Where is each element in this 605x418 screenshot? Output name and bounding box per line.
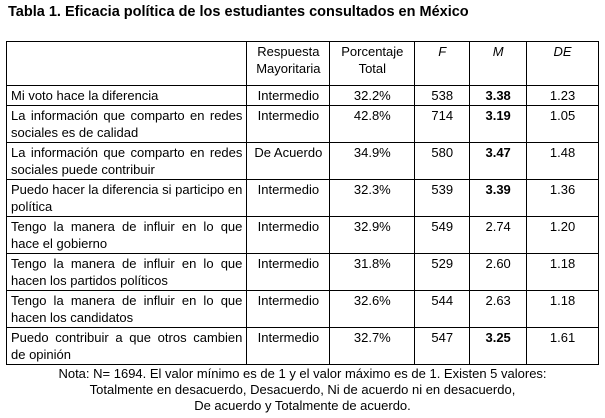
cell-de: 1.36 — [526, 179, 599, 217]
cell-item: La información que comparto en redes soc… — [5, 142, 248, 180]
table-row: La información que comparto en redes soc… — [5, 105, 599, 143]
cell-f: 544 — [414, 290, 471, 328]
cell-f: 549 — [414, 216, 471, 254]
cell-porcentaje: 32.6% — [329, 290, 416, 328]
cell-f: 580 — [414, 142, 471, 180]
cell-respuesta: Intermedio — [246, 85, 331, 106]
cell-de: 1.18 — [526, 290, 599, 328]
cell-porcentaje: 34.9% — [329, 142, 416, 180]
cell-porcentaje: 32.3% — [329, 179, 416, 217]
cell-m: 2.63 — [469, 290, 528, 328]
cell-item: Tengo la manera de influir en lo que hac… — [5, 290, 248, 328]
note-line: Totalmente en desacuerdo, Desacuerdo, Ni… — [89, 382, 516, 397]
header-row: Respuesta Mayoritaria Porcentaje Total F… — [5, 41, 599, 86]
table-row: Puedo contribuir a que otros cambien de … — [5, 327, 599, 365]
cell-respuesta: Intermedio — [246, 290, 331, 328]
header-respuesta: Respuesta Mayoritaria — [246, 41, 331, 86]
table-row: Tengo la manera de influir en lo que hac… — [5, 216, 599, 254]
header-de: DE — [526, 41, 599, 86]
cell-m: 2.60 — [469, 253, 528, 291]
cell-m: 3.39 — [469, 179, 528, 217]
cell-m: 3.19 — [469, 105, 528, 143]
header-porcentaje: Porcentaje Total — [329, 41, 416, 86]
table-row: Tengo la manera de influir en lo que hac… — [5, 290, 599, 328]
efficacy-table: Respuesta Mayoritaria Porcentaje Total F… — [5, 41, 599, 365]
cell-respuesta: Intermedio — [246, 216, 331, 254]
cell-porcentaje: 42.8% — [329, 105, 416, 143]
cell-f: 538 — [414, 85, 471, 106]
cell-porcentaje: 31.8% — [329, 253, 416, 291]
cell-item: La información que comparto en redes soc… — [5, 105, 248, 143]
table-row: Puedo hacer la diferencia si participo e… — [5, 179, 599, 217]
cell-respuesta: Intermedio — [246, 179, 331, 217]
cell-m: 3.47 — [469, 142, 528, 180]
cell-de: 1.48 — [526, 142, 599, 180]
note-line: De acuerdo y Totalmente de acuerdo. — [194, 398, 411, 413]
cell-item: Tengo la manera de influir en lo que hac… — [5, 216, 248, 254]
cell-respuesta: De Acuerdo — [246, 142, 331, 180]
header-item — [5, 41, 248, 86]
table-note: Nota: N= 1694. El valor mínimo es de 1 y… — [0, 366, 605, 414]
cell-de: 1.61 — [526, 327, 599, 365]
cell-item: Tengo la manera de influir en lo que hac… — [5, 253, 248, 291]
cell-de: 1.23 — [526, 85, 599, 106]
cell-m: 2.74 — [469, 216, 528, 254]
cell-respuesta: Intermedio — [246, 105, 331, 143]
table-row: Tengo la manera de influir en lo que hac… — [5, 253, 599, 291]
table-row: Mi voto hace la diferencia Intermedio 32.2… — [5, 85, 599, 106]
cell-f: 529 — [414, 253, 471, 291]
cell-de: 1.05 — [526, 105, 599, 143]
cell-respuesta: Intermedio — [246, 253, 331, 291]
note-line: Nota: N= 1694. El valor mínimo es de 1 y… — [58, 366, 547, 381]
cell-f: 547 — [414, 327, 471, 365]
header-f: F — [414, 41, 471, 86]
cell-de: 1.20 — [526, 216, 599, 254]
table-row: La información que comparto en redes soc… — [5, 142, 599, 180]
cell-item: Puedo contribuir a que otros cambien de … — [5, 327, 248, 365]
cell-item: Mi voto hace la diferencia — [5, 85, 248, 106]
cell-m: 3.38 — [469, 85, 528, 106]
cell-porcentaje: 32.9% — [329, 216, 416, 254]
header-m: M — [469, 41, 528, 86]
cell-f: 714 — [414, 105, 471, 143]
cell-f: 539 — [414, 179, 471, 217]
cell-porcentaje: 32.2% — [329, 85, 416, 106]
cell-respuesta: Intermedio — [246, 327, 331, 365]
cell-porcentaje: 32.7% — [329, 327, 416, 365]
table-title: Tabla 1. Eficacia política de los estudi… — [8, 4, 469, 20]
cell-de: 1.18 — [526, 253, 599, 291]
cell-m: 3.25 — [469, 327, 528, 365]
cell-item: Puedo hacer la diferencia si participo e… — [5, 179, 248, 217]
